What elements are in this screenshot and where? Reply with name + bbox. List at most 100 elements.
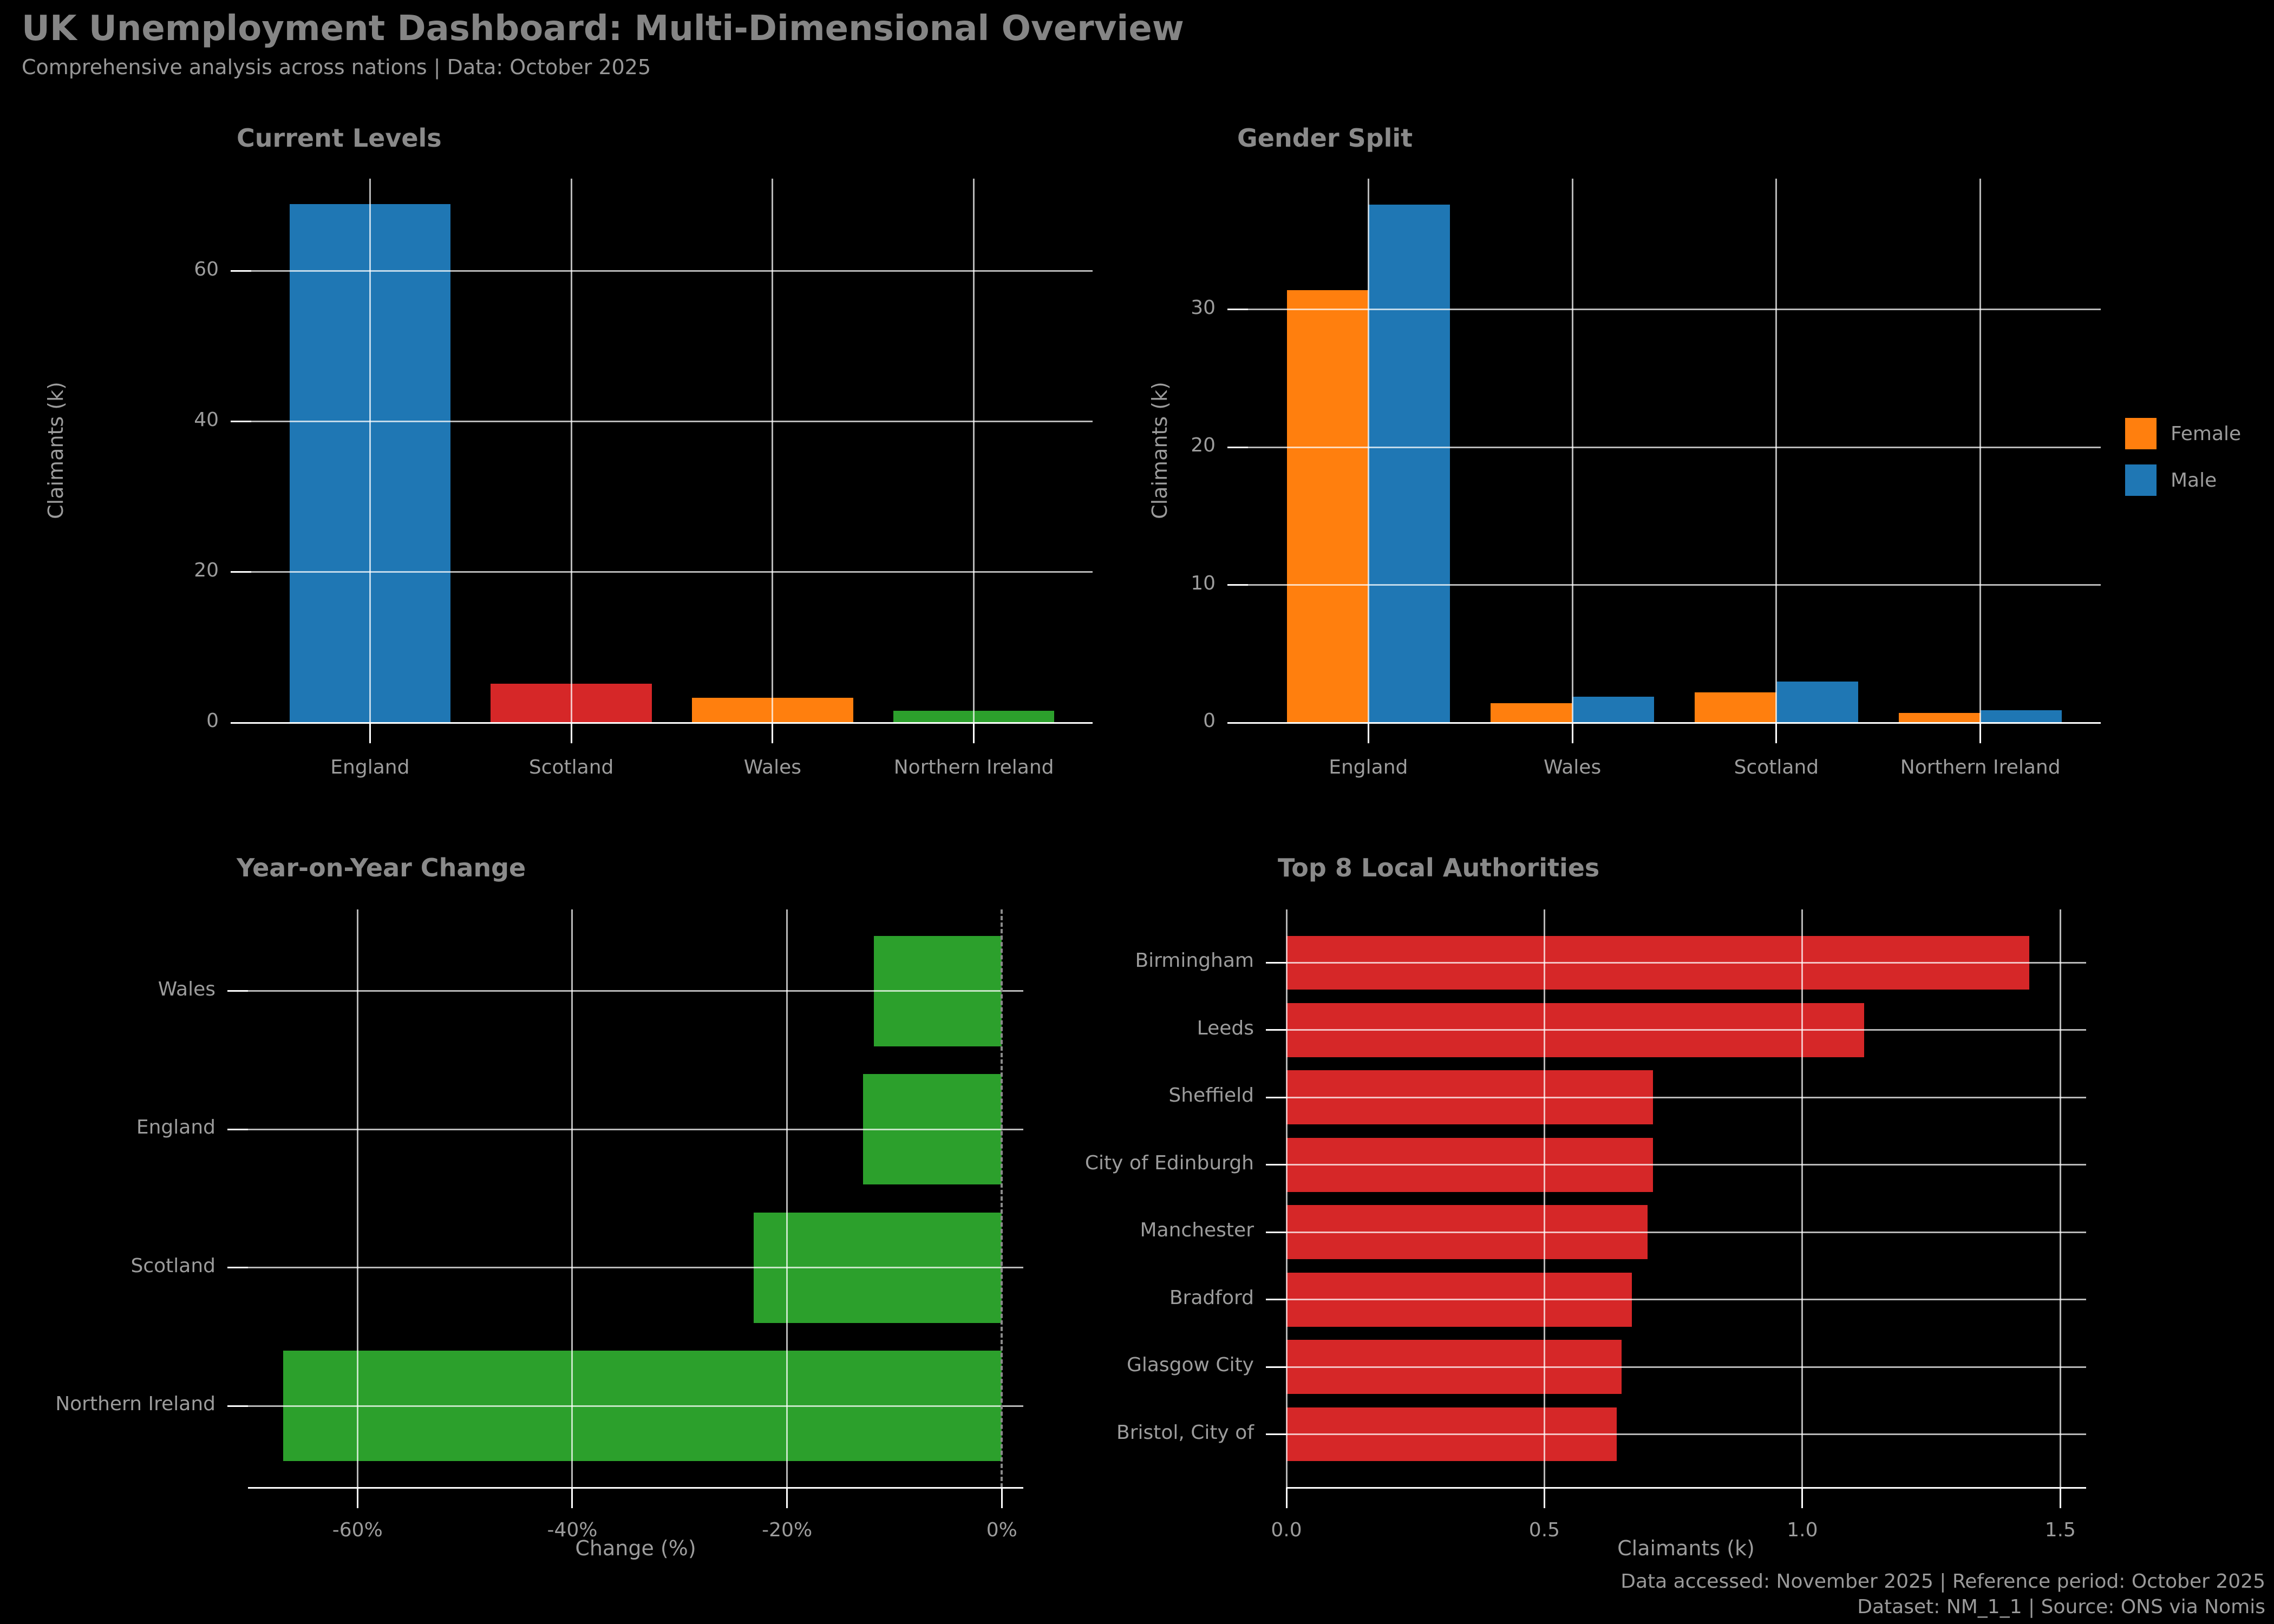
x-tick-mark (570, 723, 572, 743)
x-tick-label: 0.0 (1271, 1519, 1302, 1541)
category-gridline (1286, 1096, 2086, 1098)
category-gridline (570, 179, 572, 723)
x-tick-mark (1367, 723, 1369, 743)
legend-label-female: Female (2171, 422, 2242, 445)
top-authorities-xlabel: Claimants (k) (1617, 1536, 1755, 1560)
y-tick-mark (1266, 1433, 1286, 1436)
category-gridline (248, 1128, 1023, 1130)
x-tick-label: 1.0 (1787, 1519, 1818, 1541)
page-title: UK Unemployment Dashboard: Multi-Dimensi… (22, 9, 1184, 49)
y-tick-mark (1227, 722, 1248, 724)
x-tick-mark (2059, 1488, 2061, 1508)
legend-swatch-male (2125, 464, 2157, 496)
y-tick-mark (1227, 584, 1248, 586)
current-levels-plot: England Scotland Wales Northern Ireland 0 20 4… (194, 179, 1093, 778)
y-tick-mark (231, 571, 251, 573)
category-gridline (1571, 179, 1573, 723)
y-category-label: Wales (158, 978, 215, 1000)
y-category-label: Glasgow City (1126, 1354, 1254, 1377)
y-tick-mark (1266, 961, 1286, 964)
x-gridline (1543, 909, 1545, 1488)
x-gridline (571, 909, 573, 1488)
category-gridline (1979, 179, 1982, 723)
footer-line-1: Data accessed: November 2025 | Reference… (1620, 1570, 2265, 1593)
chart-title-current-levels: Current Levels (237, 123, 442, 153)
x-tick-mark (1543, 1488, 1545, 1508)
x-axis-line (1286, 1487, 2086, 1489)
footer-line-2: Dataset: NM_1_1 | Source: ONS via Nomis (1857, 1596, 2265, 1618)
category-gridline (1286, 1231, 2086, 1233)
y-tick-label: 10 (1191, 572, 1216, 594)
y-tick-mark (1266, 1164, 1286, 1166)
y-category-label: Leeds (1197, 1017, 1254, 1039)
x-tick-label: 0% (986, 1519, 1017, 1541)
bar-male-1 (1572, 696, 1654, 723)
x-category-label: Wales (1543, 756, 1602, 778)
zero-dashed-line (1001, 909, 1003, 1488)
x-axis-line (248, 1487, 1023, 1489)
x-tick-mark (772, 723, 774, 743)
x-tick-mark (1775, 723, 1778, 743)
y-tick-mark (1227, 309, 1248, 311)
legend: Female Male (2125, 418, 2241, 511)
x-gridline (786, 909, 788, 1488)
bar-male-0 (1368, 205, 1450, 723)
y-tick-mark (227, 1267, 248, 1269)
x-tick-mark (786, 1488, 788, 1508)
y-tick-mark (227, 990, 248, 992)
y-tick-label: 0 (206, 710, 219, 732)
x-tick-label: -20% (762, 1519, 813, 1541)
x-category-label: England (330, 756, 410, 778)
x-tick-mark (1801, 1488, 1803, 1508)
y-tick-mark (1266, 1366, 1286, 1368)
category-gridline (369, 179, 371, 723)
y-gridline (251, 571, 1093, 573)
y-tick-mark (231, 722, 251, 724)
y-category-label: England (136, 1116, 215, 1139)
x-tick-label: 1.5 (2044, 1519, 2076, 1541)
x-category-label: Wales (743, 756, 801, 778)
top-authorities-plot: Birmingham Leeds Sheffield City of Edinburg… (1085, 909, 2086, 1541)
x-tick-mark (1979, 723, 1982, 743)
y-tick-label: 20 (1191, 434, 1216, 457)
bar-male-3 (1980, 710, 2062, 723)
y-category-label: Sheffield (1168, 1084, 1254, 1107)
bar-female-1 (1491, 703, 1573, 723)
y-tick-label: 0 (1203, 710, 1216, 732)
category-gridline (1286, 1366, 2086, 1368)
y-category-label: Bradford (1169, 1286, 1254, 1309)
x-gridline (1801, 909, 1803, 1488)
y-tick-label: 40 (194, 408, 219, 431)
x-tick-mark (1001, 1488, 1003, 1508)
y-category-label: Bristol, City of (1116, 1421, 1254, 1444)
footer: Data accessed: November 2025 | Reference… (1620, 1569, 2265, 1620)
x-category-label: Scotland (1734, 756, 1819, 778)
chart-title-yoy-change: Year-on-Year Change (237, 853, 526, 882)
bar-female-0 (1286, 290, 1369, 723)
x-tick-mark (369, 723, 371, 743)
category-gridline (248, 1405, 1023, 1407)
category-gridline (1286, 1164, 2086, 1166)
category-gridline (1286, 1433, 2086, 1436)
y-tick-label: 30 (1191, 296, 1216, 319)
category-gridline (248, 1267, 1023, 1269)
x-tick-mark (356, 1488, 358, 1508)
y-tick-mark (1266, 1231, 1286, 1233)
x-gridline (356, 909, 358, 1488)
y-tick-mark (1266, 1299, 1286, 1301)
chart-title-top-authorities: Top 8 Local Authorities (1278, 853, 1600, 882)
x-tick-mark (1571, 723, 1573, 743)
y-tick-mark (231, 421, 251, 423)
x-axis-line (1248, 722, 2101, 724)
yoy-change-xlabel: Change (%) (575, 1536, 696, 1560)
current-levels-ylabel: Claimants (k) (44, 382, 68, 519)
x-category-label: Northern Ireland (1900, 756, 2061, 778)
page-subtitle: Comprehensive analysis across nations | … (22, 55, 651, 79)
x-tick-label: -40% (547, 1519, 598, 1541)
y-category-label: Birmingham (1135, 949, 1254, 972)
x-tick-mark (571, 1488, 573, 1508)
legend-row-male: Male (2125, 464, 2241, 496)
category-gridline (1286, 1029, 2086, 1031)
x-category-label: England (1329, 756, 1408, 778)
gender-split-plot: England Wales Scotland Northern Ireland 0 10 2… (1191, 179, 2101, 778)
